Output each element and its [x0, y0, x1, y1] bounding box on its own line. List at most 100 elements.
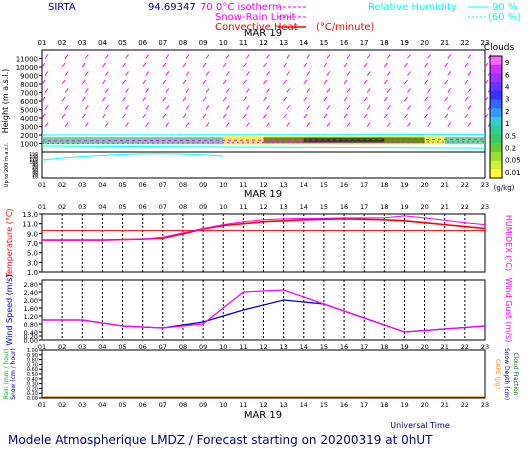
wind-tick-label: 2.00 — [24, 297, 38, 305]
hour-label: 04 — [98, 401, 106, 409]
rain-axis-label: Rain (mm / hour) — [3, 348, 10, 399]
colorbar-swatch — [490, 100, 502, 109]
hour-label: 20 — [420, 181, 428, 189]
hour-label: 05 — [118, 401, 126, 409]
hour-label: 03 — [78, 401, 86, 409]
hour-label: 19 — [400, 181, 408, 189]
colorbar-label: 3 — [505, 96, 509, 104]
hour-label: 14 — [300, 203, 308, 211]
hour-label: 12 — [259, 401, 267, 409]
forecast-title: Modele Atmospherique LMDZ / Forecast sta… — [8, 433, 433, 447]
hour-label: 21 — [441, 203, 449, 211]
hour-label: 04 — [98, 181, 106, 189]
colorbar-title: Clouds — [484, 43, 515, 53]
hour-label: 11 — [239, 203, 247, 211]
hour-label-top: 03 — [78, 39, 87, 47]
height-tick-label: 3000 — [20, 124, 38, 132]
wind-tick-label: 0.80 — [24, 321, 38, 329]
hour-label: 01 — [38, 181, 46, 189]
legend-rh: Relative Humidity — [368, 2, 457, 13]
colorbar-label: 6 — [505, 71, 510, 79]
hour-label-top: 09 — [199, 39, 208, 47]
colorbar-swatch — [490, 91, 502, 100]
hour-label: 13 — [279, 203, 287, 211]
colorbar-label: 0.01 — [505, 169, 521, 177]
colorbar-label: 0.5 — [505, 132, 516, 140]
temperature-tick-label: 1.0 — [27, 269, 38, 277]
date-label-top: MAR 19 — [244, 28, 282, 39]
hour-label: 08 — [179, 181, 187, 189]
hour-label: 10 — [219, 203, 227, 211]
hour-label: 01 — [38, 203, 46, 211]
temperature-tick-label: 11.0 — [22, 221, 38, 229]
gust-axis-label: Wind Gust (m/s) — [504, 278, 513, 343]
hour-label: 13 — [279, 181, 287, 189]
height-tick-label: 10000 — [16, 64, 38, 72]
colorbar-swatch — [490, 134, 502, 143]
hour-label-top: 02 — [58, 39, 67, 47]
hour-label-top: 11 — [239, 39, 248, 47]
height-tick-label: 1000 — [20, 141, 38, 149]
hour-label-top: 16 — [340, 39, 349, 47]
hour-label: 11 — [239, 181, 247, 189]
hour-label: 19 — [400, 401, 408, 409]
hour-label: 17 — [360, 203, 368, 211]
height-tick-label: 2000 — [20, 132, 38, 140]
hour-label: 05 — [118, 203, 126, 211]
hour-label: 17 — [360, 401, 368, 409]
colorbar-swatch — [490, 152, 502, 161]
hour-label: 02 — [58, 401, 66, 409]
hour-label-top: 01 — [38, 39, 47, 47]
colorbar-label: 4 — [505, 84, 510, 92]
temperature-tick-label: 13.0 — [22, 211, 38, 219]
hour-label-top: 20 — [420, 39, 429, 47]
hour-label: 21 — [441, 181, 449, 189]
hour-label: 08 — [179, 203, 187, 211]
hour-label: 20 — [420, 203, 428, 211]
cape-axis-label: CAPE (J/g) — [494, 359, 501, 389]
colorbar-swatch — [490, 65, 502, 74]
hour-label-top: 22 — [460, 39, 469, 47]
hour-label: 13 — [279, 401, 287, 409]
hour-label-top: 08 — [178, 39, 187, 47]
colorbar-label: 9 — [505, 59, 509, 67]
hour-label: 07 — [159, 203, 167, 211]
height-tick-label: 9000 — [20, 73, 38, 81]
height-tick-label: 11000 — [16, 56, 38, 64]
hour-label-top: 12 — [259, 39, 268, 47]
hour-label: 17 — [360, 181, 368, 189]
hour-label: 18 — [380, 203, 388, 211]
colorbar-swatch — [490, 82, 502, 91]
date-label-bottom: MAR 19 — [244, 410, 282, 421]
wind-axis-label: Wind Speed (m/s) — [5, 274, 14, 345]
hour-label: 14 — [300, 401, 308, 409]
hour-label: 16 — [340, 203, 348, 211]
station-name: SIRTA — [48, 2, 76, 13]
hour-label: 06 — [139, 181, 147, 189]
hour-label: 23 — [481, 203, 489, 211]
colorbar-swatch — [490, 161, 502, 170]
hour-label: 16 — [340, 181, 348, 189]
temperature-tick-label: 3.0 — [27, 259, 38, 267]
hour-label: 09 — [199, 401, 207, 409]
hour-label: 03 — [78, 181, 86, 189]
hour-label: 07 — [159, 401, 167, 409]
hour-label: 01 — [38, 401, 46, 409]
colorbar-label: 2 — [505, 108, 509, 116]
hour-label: 12 — [259, 203, 267, 211]
wind-tick-label: 2.40 — [24, 289, 38, 297]
colorbar-swatch — [490, 126, 502, 135]
hour-label: 15 — [320, 203, 328, 211]
low-height-axis-label: Up to 200 m a.s.l. — [4, 142, 10, 187]
wind-tick-label: 2.80 — [24, 281, 38, 289]
rain-tick-label: 1.00 — [27, 348, 38, 354]
hour-label: 22 — [461, 401, 469, 409]
time-label: 70 — [200, 2, 213, 13]
hour-label-top: 04 — [98, 39, 107, 47]
hour-label: 09 — [199, 181, 207, 189]
humidex-axis-label: HUMIDEX (°C) — [504, 215, 513, 271]
colorbar-swatch — [490, 73, 502, 82]
